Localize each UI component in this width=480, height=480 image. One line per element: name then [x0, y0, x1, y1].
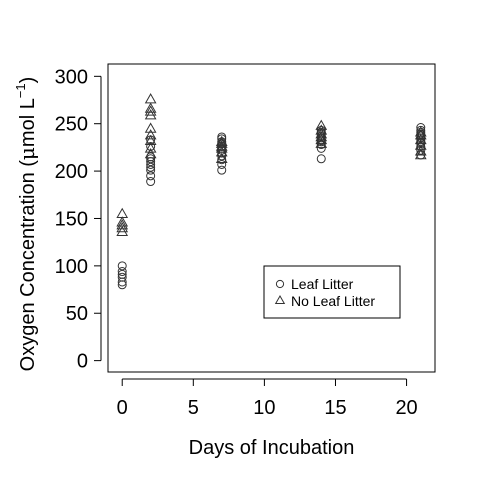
- y-axis-title-main: Oxygen Concentration (: [17, 160, 39, 372]
- y-axis: 0 50 100 150 200 250 300: [55, 66, 102, 373]
- point-no-leaf-litter: [414, 126, 427, 137]
- point-no-leaf-litter: [315, 119, 328, 130]
- x-tick-label: 5: [188, 397, 199, 419]
- point-leaf-litter: [146, 162, 156, 172]
- point-no-leaf-litter: [144, 109, 157, 120]
- legend: Leaf Litter No Leaf Litter: [263, 265, 401, 319]
- y-tick-label: 200: [55, 161, 88, 183]
- point-no-leaf-litter: [144, 134, 157, 146]
- point-leaf-litter: [117, 267, 127, 277]
- x-tick-label: 0: [117, 397, 128, 419]
- point-leaf-litter: [316, 154, 326, 164]
- x-axis: 0 5 10 15 20: [117, 378, 418, 419]
- point-no-leaf-litter: [144, 105, 157, 116]
- y-tick-label: 50: [66, 303, 88, 325]
- point-no-leaf-litter: [144, 142, 157, 153]
- series-no-leaf-litter: [116, 93, 427, 236]
- y-axis-title: Oxygen Concentration (μmol L−1): [13, 77, 39, 372]
- point-no-leaf-litter: [116, 221, 129, 233]
- point-no-leaf-litter: [215, 137, 228, 148]
- y-tick-label: 250: [55, 114, 88, 136]
- point-no-leaf-litter: [215, 152, 228, 164]
- legend-triangle-marker: [274, 294, 286, 304]
- point-no-leaf-litter: [144, 148, 157, 159]
- point-no-leaf-litter: [144, 102, 157, 113]
- point-no-leaf-litter: [144, 93, 157, 104]
- y-tick-label: 100: [55, 256, 88, 278]
- plot-area: [107, 63, 436, 373]
- legend-label-no-leaf-litter: No Leaf Litter: [291, 293, 375, 309]
- point-no-leaf-litter: [116, 225, 129, 236]
- point-no-leaf-litter: [116, 219, 129, 230]
- y-tick-label: 0: [77, 351, 88, 373]
- point-leaf-litter: [117, 272, 127, 282]
- point-no-leaf-litter: [315, 128, 328, 139]
- point-leaf-litter: [146, 165, 156, 175]
- legend-box: [263, 265, 401, 319]
- x-tick-label: 10: [253, 397, 275, 419]
- legend-circle-marker: [275, 279, 285, 289]
- point-leaf-litter: [117, 261, 127, 271]
- y-tick-label: 300: [55, 66, 88, 88]
- point-no-leaf-litter: [414, 139, 427, 150]
- y-axis-title-close: ): [17, 77, 39, 84]
- point-leaf-litter: [217, 148, 227, 158]
- point-no-leaf-litter: [315, 137, 328, 148]
- point-no-leaf-litter: [116, 207, 129, 218]
- y-axis-title-mu: μ: [15, 147, 39, 160]
- legend-label-leaf-litter: Leaf Litter: [291, 276, 354, 292]
- point-no-leaf-litter: [144, 122, 157, 133]
- point-no-leaf-litter: [215, 146, 228, 157]
- point-no-leaf-litter: [144, 129, 157, 140]
- point-leaf-litter: [146, 171, 156, 181]
- x-tick-label: 15: [324, 397, 346, 419]
- point-no-leaf-litter: [315, 130, 328, 142]
- point-no-leaf-litter: [414, 129, 427, 140]
- data-points: [116, 93, 427, 290]
- point-no-leaf-litter: [215, 135, 228, 146]
- y-tick-label: 150: [55, 208, 88, 230]
- point-no-leaf-litter: [414, 145, 427, 156]
- point-no-leaf-litter: [116, 216, 129, 227]
- point-leaf-litter: [217, 165, 227, 175]
- point-no-leaf-litter: [414, 148, 427, 160]
- x-axis-title: Days of Incubation: [189, 437, 355, 459]
- point-leaf-litter: [416, 122, 426, 132]
- x-tick-label: 20: [395, 397, 417, 419]
- plot-frame: [107, 63, 436, 373]
- point-leaf-litter: [117, 269, 127, 279]
- y-axis-title-unit: mol L: [17, 98, 39, 147]
- point-leaf-litter: [316, 143, 326, 153]
- point-leaf-litter: [217, 159, 227, 169]
- point-no-leaf-litter: [315, 133, 328, 145]
- point-leaf-litter: [146, 177, 156, 187]
- y-axis-title-exponent: −1: [13, 83, 28, 98]
